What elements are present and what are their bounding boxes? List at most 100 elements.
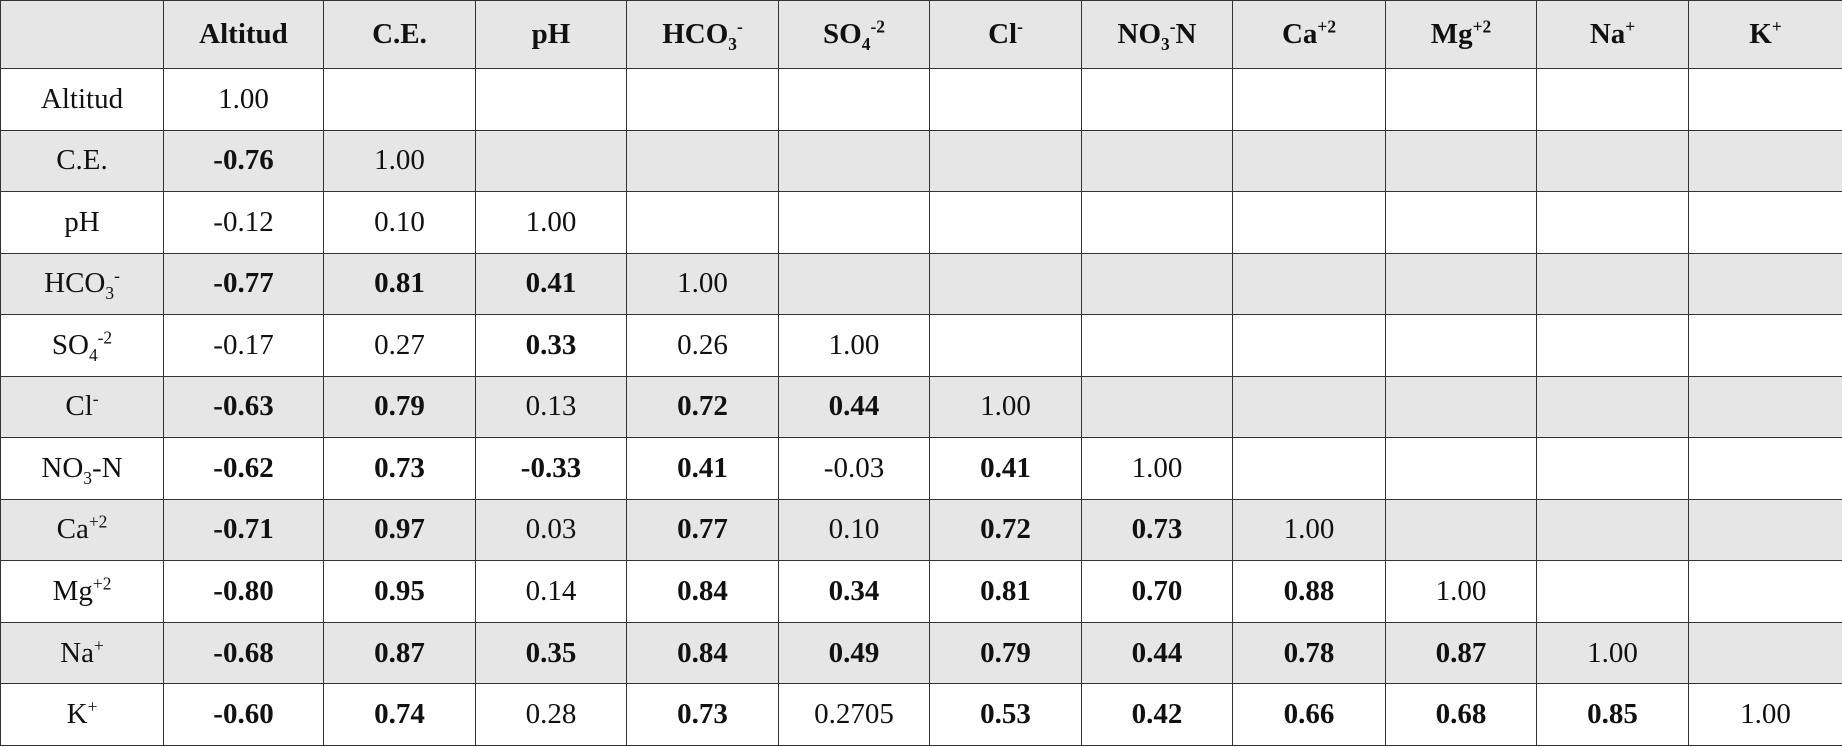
value-cell: 0.95 <box>323 560 476 623</box>
value-cell: 0.27 <box>323 314 476 377</box>
value-cell: 0.68 <box>1385 683 1537 746</box>
value-cell: 0.41 <box>929 437 1082 500</box>
row-header: Altitud <box>0 68 164 131</box>
label-part: +2 <box>88 511 108 532</box>
column-header: HCO3- <box>626 0 779 69</box>
header-row: Altitud C.E. pH HCO3- SO4-2 Cl- NO3-N Ca+2 Mg+2 N… <box>0 0 1842 69</box>
value-cell: 0.13 <box>475 375 627 439</box>
empty-cell <box>475 129 627 193</box>
value-cell: 0.53 <box>929 683 1082 746</box>
empty-cell <box>1385 437 1537 500</box>
value-cell: 0.81 <box>323 252 476 316</box>
value-cell: 1.00 <box>778 314 930 377</box>
value-cell: -0.76 <box>163 129 324 193</box>
value-cell: 0.41 <box>626 437 779 500</box>
value-cell: 1.00 <box>323 129 476 193</box>
empty-cell <box>929 252 1082 316</box>
label-part: 3 <box>83 467 92 488</box>
value-cell: 0.87 <box>1385 621 1537 685</box>
empty-cell <box>1232 252 1386 316</box>
label-part: Altitud <box>199 18 288 50</box>
value-cell: 1.00 <box>1232 498 1386 562</box>
empty-cell <box>1688 498 1842 562</box>
value-cell: 1.00 <box>626 252 779 316</box>
label-part: C.E. <box>372 18 427 50</box>
label-part: - <box>1017 16 1023 37</box>
label-part: K <box>66 698 88 731</box>
table-row: pH -0.12 0.10 1.00 <box>0 191 1842 254</box>
table-row: Ca+2 -0.71 0.97 0.03 0.77 0.10 0.72 0.73 1.00 <box>0 498 1842 562</box>
value-cell: 0.44 <box>778 375 930 439</box>
label-part: Cl <box>65 390 93 423</box>
label-part: Mg <box>52 575 93 608</box>
label-part: NO <box>1117 18 1162 50</box>
value-cell: 0.88 <box>1232 560 1386 623</box>
empty-cell <box>929 314 1082 377</box>
value-cell: 1.00 <box>475 191 627 254</box>
label-part: NO <box>41 451 84 484</box>
empty-cell <box>1536 191 1689 254</box>
label-part: C.E. <box>56 144 108 177</box>
label-part: - <box>1169 16 1176 37</box>
corner-cell <box>0 0 164 69</box>
empty-cell <box>1688 191 1842 254</box>
label-part: Ca <box>1281 18 1318 50</box>
value-cell: 0.84 <box>626 560 779 623</box>
label-part: + <box>94 634 104 655</box>
label-part: -2 <box>870 16 885 37</box>
label-part: - <box>114 265 120 286</box>
label-part: 4 <box>861 33 871 54</box>
table-row: Cl- -0.63 0.79 0.13 0.72 0.44 1.00 <box>0 375 1842 439</box>
value-cell: -0.62 <box>163 437 324 500</box>
value-cell: -0.63 <box>163 375 324 439</box>
empty-cell <box>1536 252 1689 316</box>
table-row: NO3-N -0.62 0.73 -0.33 0.41 -0.03 0.41 1.00 <box>0 437 1842 500</box>
value-cell: 0.10 <box>323 191 476 254</box>
empty-cell <box>1081 191 1233 254</box>
label-part: +2 <box>1472 16 1492 37</box>
empty-cell <box>778 252 930 316</box>
value-cell: -0.68 <box>163 621 324 685</box>
label-part: N <box>1175 18 1197 50</box>
empty-cell <box>1081 129 1233 193</box>
value-cell: 0.78 <box>1232 621 1386 685</box>
value-cell: 0.81 <box>929 560 1082 623</box>
empty-cell <box>1536 129 1689 193</box>
empty-cell <box>1385 375 1537 439</box>
empty-cell <box>626 68 779 131</box>
value-cell: 0.34 <box>778 560 930 623</box>
empty-cell <box>1232 129 1386 193</box>
label-part: - <box>92 388 99 409</box>
value-cell: -0.60 <box>163 683 324 746</box>
empty-cell <box>626 129 779 193</box>
value-cell: 0.73 <box>626 683 779 746</box>
empty-cell <box>1688 560 1842 623</box>
empty-cell <box>778 68 930 131</box>
empty-cell <box>778 191 930 254</box>
value-cell: 0.35 <box>475 621 627 685</box>
empty-cell <box>929 129 1082 193</box>
value-cell: 0.85 <box>1536 683 1689 746</box>
column-header: K+ <box>1688 0 1842 69</box>
label-part: + <box>1625 16 1636 37</box>
empty-cell <box>929 191 1082 254</box>
value-cell: 1.00 <box>1536 621 1689 685</box>
label-part: -2 <box>97 327 113 348</box>
label-part: 3 <box>728 33 737 54</box>
empty-cell <box>1536 375 1689 439</box>
empty-cell <box>1536 437 1689 500</box>
value-cell: 0.33 <box>475 314 627 377</box>
value-cell: 0.42 <box>1081 683 1233 746</box>
value-cell: 0.77 <box>626 498 779 562</box>
value-cell: 0.72 <box>929 498 1082 562</box>
empty-cell <box>1232 191 1386 254</box>
value-cell: 0.79 <box>323 375 476 439</box>
value-cell: -0.77 <box>163 252 324 316</box>
column-header: Mg+2 <box>1385 0 1537 69</box>
empty-cell <box>1081 375 1233 439</box>
value-cell: -0.12 <box>163 191 324 254</box>
label-part: 4 <box>88 344 98 365</box>
label-part: SO <box>823 18 862 50</box>
empty-cell <box>1688 621 1842 685</box>
